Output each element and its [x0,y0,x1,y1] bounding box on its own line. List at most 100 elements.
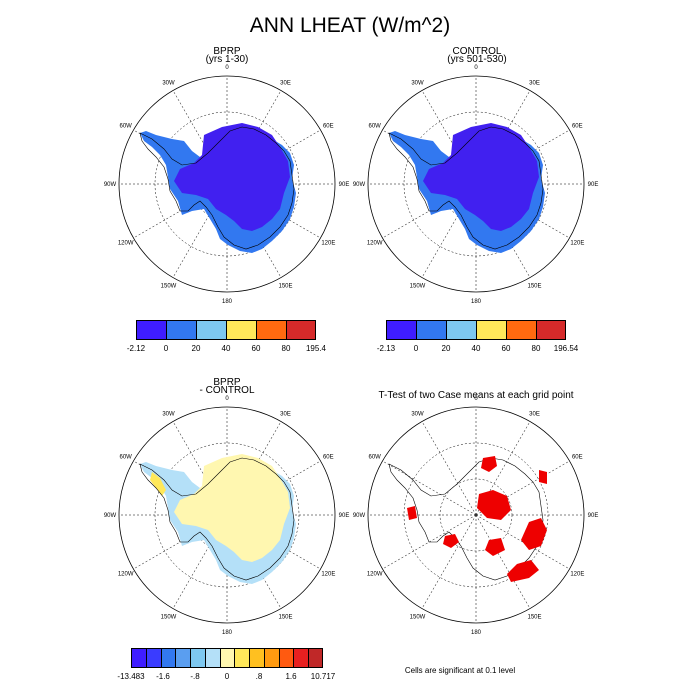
difference-field-positive [174,454,290,562]
legend-tick-label: 1.6 [285,672,297,681]
longitude-label: 30E [280,412,291,418]
longitude-label: 120W [118,572,134,578]
map-ttest-svg: 0 30E 60E 90E 120E 150E 180 150W 120W 90W 60W 30W [353,396,599,636]
legend-swatch [506,320,536,340]
longitude-label: 120E [321,572,335,578]
legend-tick-label: 196.54 [553,344,579,353]
longitude-label: 0 [225,65,229,71]
legend-swatch [293,648,309,668]
longitude-label: 30W [411,412,424,418]
legend-swatch [278,648,294,668]
longitude-label: 180 [471,299,482,305]
longitude-label: 60E [572,124,583,130]
longitude-label: 60E [323,455,334,461]
legend-tick-label: 40 [471,344,481,353]
control-title-line1: CONTROL [452,46,502,57]
legend-tick-label: 80 [281,344,291,353]
longitude-label: 90E [339,182,350,188]
legend-tick-label: 60 [251,344,261,353]
longitude-label: 90W [353,513,366,519]
longitude-label: 150E [527,283,541,289]
latitude-circle [154,442,300,588]
longitude-label: 120E [321,241,335,247]
legend-swatch [136,320,166,340]
longitude-label: 180 [222,630,233,636]
legend-swatch [166,320,196,340]
longitude-label: 90E [339,513,350,519]
legend-tick-label: 80 [531,344,541,353]
coastline [139,126,295,250]
longitude-label: 180 [471,630,482,636]
map-control: 0 30E 60E 90E 120E 150E 180 150W 120W 90W 60W 30W [353,65,599,305]
bprp-title-line1: BPRP [213,46,241,57]
legend-swatch [263,648,279,668]
legend-swatch [476,320,506,340]
longitude-label: 60W [120,124,133,130]
longitude-label: 150W [410,283,426,289]
legend-swatch [308,648,323,668]
map-bprp-svg: 0 30E 60E 90E 120E 150E 180 150W 120W 90W 60W 30W [104,65,350,305]
meridian-line [382,460,477,516]
legend-swatch [160,648,176,668]
significant-cells [507,560,539,582]
diff-title-line1: BPRP [213,377,241,388]
map-border-circle [118,406,336,624]
legend-swatch [175,648,191,668]
significant-cells [443,534,459,548]
longitude-label: 180 [222,299,233,305]
map-border-circle [367,406,585,624]
map-border-circle [118,75,336,293]
longitude-label: 30E [529,81,540,87]
meridian-line [475,514,531,609]
longitude-label: 90W [104,513,117,519]
latitude-circle [154,111,300,257]
longitude-label: 60E [572,455,583,461]
latitude-circle [403,442,549,588]
legend-swatch [190,648,205,668]
meridian-line [421,514,477,609]
legend-tick-label: -2.13 [376,344,396,353]
legend-swatch [204,648,220,668]
longitude-label: 90E [588,513,599,519]
longitude-label: 30E [529,412,540,418]
longitude-label: 90E [588,182,599,188]
longitude-label: 150E [278,614,292,620]
longitude-label: 120W [367,572,383,578]
map-diff-svg: 0 30E 60E 90E 120E 150E 180 150W 120W 90W 60W 30W [104,396,350,636]
legend-tick-label: -13.483 [117,672,145,681]
latent-heat-field-inner [174,123,290,231]
longitude-label: 60W [369,455,382,461]
latitude-circle [439,478,513,552]
legend-control: -2.13 0 20 40 60 80 196.54 [377,320,578,360]
legend-tick-label: -.8 [190,672,200,681]
legend-swatch [131,648,146,668]
legend-tick-label: -2.12 [126,344,146,353]
latent-heat-field-inner [423,123,539,231]
longitude-label: 30W [162,412,175,418]
longitude-label: 150E [527,614,541,620]
legend-swatch [145,648,161,668]
longitude-label: 120W [367,241,383,247]
longitude-label: 150E [278,283,292,289]
map-border-circle [367,75,585,293]
longitude-label: 30W [162,81,175,87]
longitude-label: 90W [353,182,366,188]
legend-tick-label: 0 [413,344,419,353]
longitude-label: 120E [570,572,584,578]
longitude-label: 0 [474,65,478,71]
coastline [388,126,544,250]
longitude-label: 150W [410,614,426,620]
map-ttest: 0 30E 60E 90E 120E 150E 180 150W 120W 90W 60W 30W [353,396,599,636]
legend-bprp: -2.12 0 20 40 60 80 195.4 [127,320,326,360]
significant-cells [485,538,505,556]
legend-swatch [416,320,446,340]
longitude-label: 30E [280,81,291,87]
legend-swatch [386,320,416,340]
map-bprp: 0 30E 60E 90E 120E 150E 180 150W 120W 90W 60W 30W [104,65,350,305]
legend-swatch [196,320,226,340]
significant-cells [407,506,417,520]
longitude-label: 60W [120,455,133,461]
map-diff: 0 30E 60E 90E 120E 150E 180 150W 120W 90W 60W 30W [104,396,350,636]
legend-swatch [286,320,316,340]
legend-swatch [536,320,566,340]
